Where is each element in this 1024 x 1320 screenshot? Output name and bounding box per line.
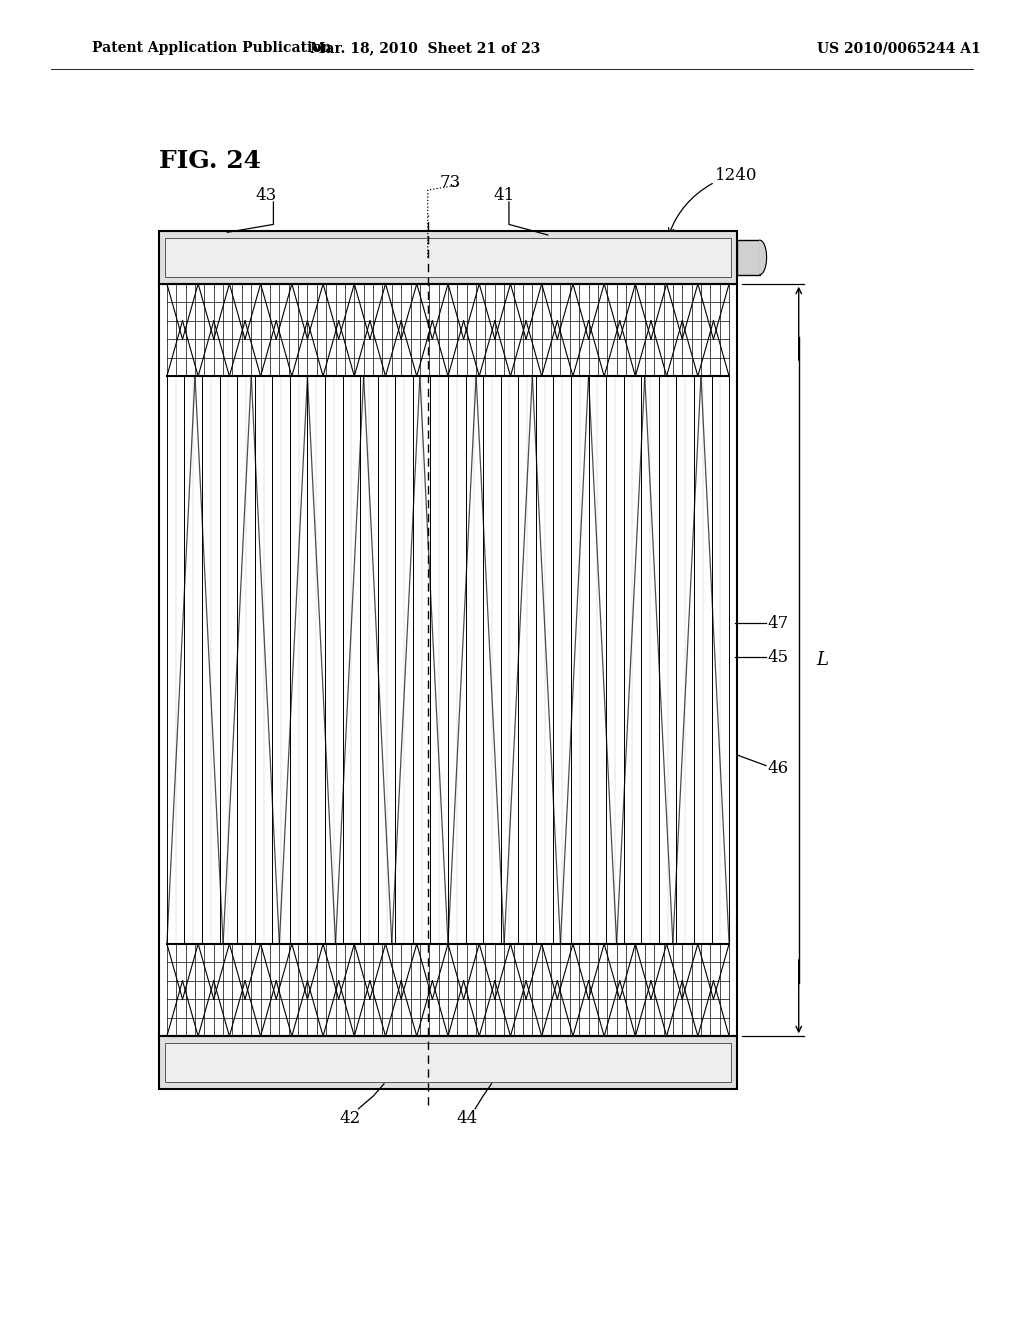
Text: 41: 41 [494,187,514,203]
Text: 47: 47 [767,615,788,631]
Text: FIG. 24: FIG. 24 [159,149,261,173]
Text: 73: 73 [440,174,461,190]
Text: Mar. 18, 2010  Sheet 21 of 23: Mar. 18, 2010 Sheet 21 of 23 [310,41,540,55]
Polygon shape [760,240,767,275]
Text: L: L [816,651,828,669]
Bar [167,944,729,1036]
Text: 43: 43 [256,187,276,203]
Text: 1240: 1240 [715,168,758,183]
Text: 46: 46 [767,760,788,776]
Bar [165,1043,731,1082]
Bar [159,284,737,1036]
Bar [737,240,760,275]
Text: US 2010/0065244 A1: US 2010/0065244 A1 [817,41,981,55]
Bar [167,284,729,376]
Bar [165,238,731,277]
Bar [159,231,737,284]
Text: Patent Application Publication: Patent Application Publication [92,41,332,55]
Text: 42: 42 [340,1110,360,1126]
Bar [159,1036,737,1089]
Text: 44: 44 [457,1110,477,1126]
Text: 45: 45 [767,649,788,665]
